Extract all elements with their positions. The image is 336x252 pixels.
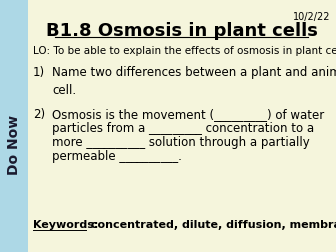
Text: more __________ solution through a partially: more __________ solution through a parti… [52,136,310,149]
Text: LO: To be able to explain the effects of osmosis in plant cells: LO: To be able to explain the effects of… [33,46,336,56]
Text: Name two differences between a plant and animal
cell.: Name two differences between a plant and… [52,66,336,97]
Text: particles from a _________ concentration to a: particles from a _________ concentration… [52,122,314,135]
Text: Keywords:: Keywords: [33,220,98,230]
Text: 1): 1) [33,66,45,79]
Text: Osmosis is the movement (_________) of water: Osmosis is the movement (_________) of w… [52,108,324,121]
Text: 10/2/22: 10/2/22 [293,12,330,22]
Text: concentrated, dilute, diffusion, membrane: concentrated, dilute, diffusion, membran… [87,220,336,230]
Bar [0,0,28,252]
Text: Do Now: Do Now [7,115,21,175]
Text: 2): 2) [33,108,45,121]
Text: permeable __________.: permeable __________. [52,150,182,163]
Text: B1.8 Osmosis in plant cells: B1.8 Osmosis in plant cells [46,22,318,40]
